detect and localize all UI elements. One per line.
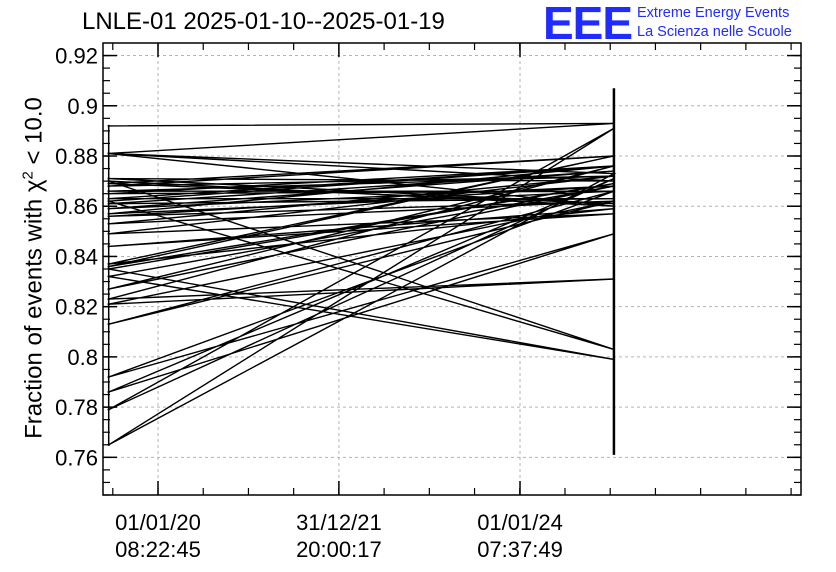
data-point [107, 232, 110, 235]
data-point [612, 127, 616, 130]
data-point [107, 182, 110, 185]
data-point [107, 245, 110, 248]
data-point [107, 197, 110, 200]
y-tick-label: 0.9 [67, 94, 98, 119]
y-tick-label: 0.92 [55, 44, 98, 69]
tick-labels: 0.76 0.78 0.8 0.82 0.84 0.86 0.88 0.9 0.92 01/01/… [55, 44, 563, 562]
data-point [612, 202, 616, 205]
data-point [612, 169, 616, 173]
data-point [107, 207, 110, 210]
data-point [107, 297, 110, 301]
data-point [612, 205, 616, 208]
data-point [612, 164, 616, 168]
x-tick-label-date: 01/01/24 [477, 510, 563, 535]
data-point [612, 200, 616, 203]
y-tick-label: 0.78 [55, 395, 98, 420]
data-point [107, 323, 110, 326]
data-point [107, 375, 110, 379]
data-point [612, 277, 616, 281]
data-point [612, 232, 616, 235]
y-tick-label: 0.8 [67, 345, 98, 370]
data-point [612, 172, 616, 175]
data-point [612, 190, 616, 193]
logo-caption-line1: Extreme Energy Events [637, 5, 790, 21]
x-tick-label-date: 01/01/20 [115, 510, 201, 535]
data-point [612, 197, 616, 200]
chart-title: LNLE-01 2025-01-10--2025-01-19 [82, 8, 445, 35]
data-point [107, 408, 110, 411]
logo-caption-line2: La Scienza nelle Scuole [637, 24, 792, 40]
x-tick-label-date: 31/12/21 [296, 510, 382, 535]
y-tick-label: 0.84 [55, 244, 98, 269]
y-tick-label: 0.88 [55, 144, 98, 169]
x-tick-label-time: 07:37:49 [477, 537, 563, 562]
data-point [107, 265, 110, 268]
y-axis-label-suffix: < 10.0 [20, 97, 48, 172]
data-point [107, 212, 110, 215]
data-point [107, 215, 110, 218]
y-tick-label: 0.76 [55, 445, 98, 470]
y-axis-label-exponent: 2 [19, 171, 37, 180]
data-point [612, 184, 616, 188]
data-point [107, 152, 110, 155]
data-point [107, 190, 110, 193]
eee-logo: EEE [543, 0, 633, 49]
data-point [612, 358, 616, 361]
data-point [612, 182, 616, 185]
data-point [612, 179, 616, 183]
data-point [107, 287, 110, 291]
data-point [612, 177, 616, 180]
data-point [612, 122, 616, 125]
data-point [107, 200, 110, 203]
data-point [612, 212, 616, 215]
data-point [107, 177, 110, 180]
y-axis-label: Fraction of events with χ2 < 10.0 [20, 97, 49, 439]
data-point [107, 275, 110, 278]
data-point [107, 124, 110, 128]
data-series [107, 88, 617, 455]
chi-symbol: χ [20, 179, 48, 193]
data-point [107, 202, 110, 205]
y-tick-label: 0.82 [55, 295, 98, 320]
data-point [107, 222, 110, 225]
data-point [612, 348, 616, 351]
grid-lines [103, 43, 801, 495]
data-point [612, 207, 616, 210]
y-axis-label-prefix: Fraction of events with [20, 192, 48, 439]
data-point [107, 262, 110, 266]
y-tick-label: 0.86 [55, 194, 98, 219]
data-point [107, 184, 110, 188]
logo-caption: Extreme Energy Events La Scienza nelle S… [637, 4, 792, 42]
data-point [612, 154, 616, 158]
data-point [107, 303, 110, 306]
x-tick-label-time: 08:22:45 [115, 537, 201, 562]
x-tick-label-time: 20:00:17 [296, 537, 382, 562]
data-point [612, 174, 616, 178]
data-point [107, 390, 110, 394]
axis-ticks [103, 43, 801, 496]
series-line [108, 122, 617, 446]
